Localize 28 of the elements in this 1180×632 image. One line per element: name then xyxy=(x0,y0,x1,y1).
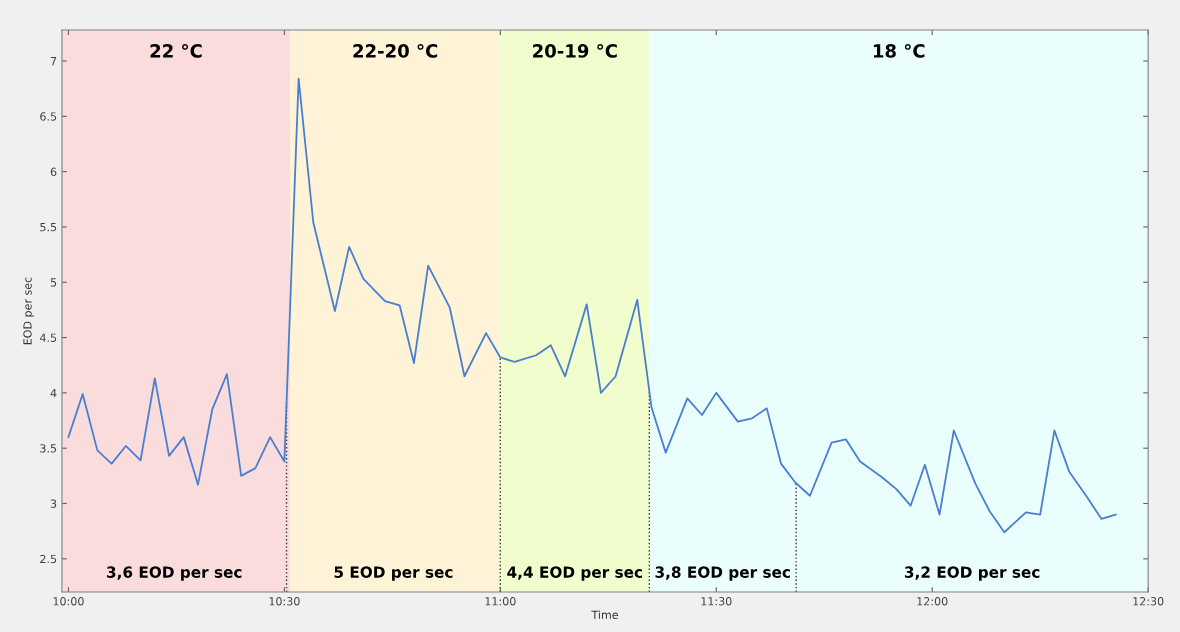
x-tick-label: 10:00 xyxy=(53,597,84,606)
y-tick-label: 5 xyxy=(50,278,57,287)
y-tick-label: 4 xyxy=(50,388,57,398)
x-tick-label: 12:30 xyxy=(1133,597,1164,606)
y-tick-label: 2.5 xyxy=(40,554,57,564)
annotation: 3,8 EOD per sec xyxy=(655,566,790,581)
y-tick-label: 3.5 xyxy=(40,444,57,453)
y-axis-title: EOD per sec xyxy=(23,277,34,345)
band-label: 22 °C xyxy=(150,43,202,58)
x-tick-label: 12:00 xyxy=(917,597,948,606)
y-tick-label: 7 xyxy=(50,57,57,66)
line-series xyxy=(67,77,1117,534)
annotation: 5 EOD per sec xyxy=(334,566,453,581)
y-tick-label: 4.5 xyxy=(39,333,57,342)
x-tick-label: 11:30 xyxy=(701,597,732,606)
annotation: 3,2 EOD per sec xyxy=(904,566,1040,581)
band-label: 20-19 °C xyxy=(533,43,617,58)
annotation: 3,6 EOD per sec xyxy=(107,566,242,581)
y-tick-label: 6 xyxy=(50,167,57,176)
x-axis-title: Time xyxy=(591,610,619,619)
y-tick-label: 3 xyxy=(50,499,57,508)
y-tick-label: 6.5 xyxy=(40,112,57,121)
x-tick-label: 10:30 xyxy=(269,597,300,606)
y-tick-label: 5.5 xyxy=(40,223,57,232)
annotation: 4,4 EOD per sec xyxy=(507,566,643,581)
band-label: 18 °C xyxy=(873,43,925,58)
band-label: 22-20 °C xyxy=(353,43,438,58)
x-tick-label: 11:00 xyxy=(485,597,516,606)
